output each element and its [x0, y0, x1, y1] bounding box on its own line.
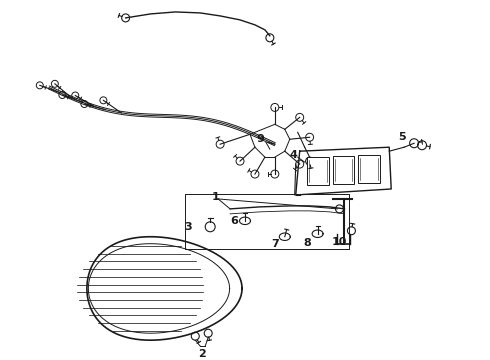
Text: 5: 5 [398, 132, 406, 142]
Text: 8: 8 [304, 238, 312, 248]
Text: 10: 10 [332, 237, 347, 247]
Text: 9: 9 [256, 134, 264, 144]
Bar [307, 157, 329, 185]
Bar [358, 155, 380, 183]
Bar [333, 156, 354, 184]
Text: 4: 4 [290, 150, 298, 160]
Text: 1: 1 [211, 192, 219, 202]
Text: 7: 7 [271, 239, 279, 249]
Text: 3: 3 [185, 222, 192, 232]
Text: 6: 6 [230, 216, 238, 226]
Text: 2: 2 [198, 349, 206, 359]
Circle shape [336, 205, 343, 213]
